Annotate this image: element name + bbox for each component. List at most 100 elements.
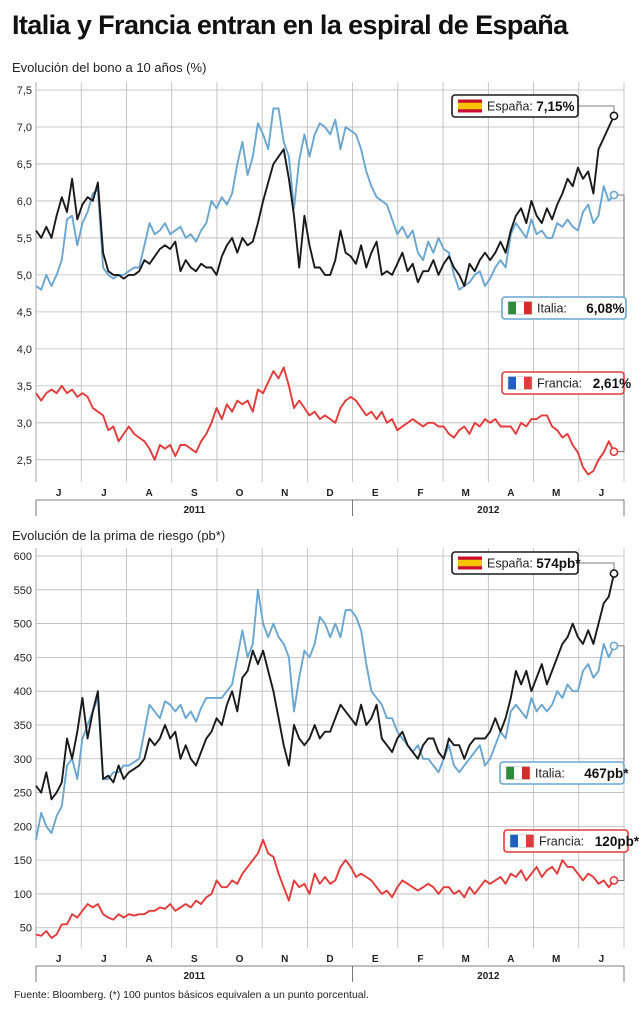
legend-box [499, 761, 625, 785]
month-tick-label: D [326, 954, 333, 965]
series-line-italy [35, 588, 615, 841]
month-tick-label: N [281, 954, 288, 965]
leader-line [578, 562, 615, 574]
month-tick-label: A [507, 954, 514, 965]
italy-flag-white [514, 766, 522, 780]
y-tick-label: 5,5 [17, 233, 32, 245]
month-tick-label: M [462, 488, 470, 499]
y-tick-label: 200 [14, 821, 32, 833]
y-tick-label: 4,5 [17, 307, 32, 319]
month-tick-label: F [417, 954, 423, 965]
italy-flag-border [507, 301, 533, 315]
month-tick-label: M [552, 954, 560, 965]
france-flag-icon [510, 834, 518, 848]
italy-flag-icon [508, 301, 516, 315]
legend-end-value: 574pb* [536, 556, 581, 571]
legend-box [501, 296, 627, 320]
legend-series-name: España: [487, 557, 533, 571]
legend-box [503, 829, 629, 853]
france-flag-white [518, 834, 526, 848]
y-tick-label: 4,0 [17, 344, 32, 356]
premium-chart-subtitle: Evolución de la prima de riesgo (pb*) [12, 528, 226, 543]
italy-flag-icon [506, 766, 514, 780]
legend-france: Francia: 2,61% [501, 371, 631, 453]
y-tick-label: 6,5 [17, 159, 32, 171]
series-line-france [35, 366, 615, 476]
year-label-2011: 2011 [183, 971, 205, 982]
y-tick-label: 150 [14, 855, 32, 867]
italy-flag-border [505, 766, 531, 780]
month-tick-label: M [462, 954, 470, 965]
y-tick-label: 5,0 [17, 270, 32, 282]
series-line-spain [35, 573, 615, 801]
y-tick-label: 400 [14, 686, 32, 698]
y-tick-label: 250 [14, 788, 32, 800]
month-tick-label: J [101, 954, 107, 965]
year-label-2011: 2011 [183, 505, 205, 516]
bond-chart-subtitle: Evolución del bono a 10 años (%) [12, 60, 207, 75]
endpoint-marker-france [609, 876, 619, 885]
endpoint-marker-france [609, 447, 619, 457]
legend-series-name: Francia: [539, 835, 584, 849]
month-tick-label: A [145, 488, 152, 499]
source-note: Fuente: Bloomberg. (*) 100 puntos básico… [14, 989, 369, 1001]
year-label-2012: 2012 [477, 971, 500, 982]
y-tick-label: 7,5 [17, 85, 32, 97]
y-tick-label: 600 [14, 551, 32, 563]
month-tick-label: A [145, 954, 152, 965]
month-tick-label: O [236, 488, 244, 499]
month-tick-label: J [56, 954, 62, 965]
endpoint-marker-italy [609, 641, 619, 651]
y-tick-label: 350 [14, 720, 32, 732]
month-tick-label: J [101, 488, 107, 499]
legend-italy: Italia: 6,08% [501, 194, 627, 320]
endpoint-marker-italy [609, 190, 619, 200]
italy-flag-white [516, 301, 524, 315]
month-tick-label: E [372, 488, 379, 499]
france-flag-red [526, 834, 534, 848]
series-line-france [35, 838, 615, 939]
y-tick-label: 300 [14, 754, 32, 766]
y-tick-label: 7,0 [17, 122, 32, 134]
france-flag-red [524, 376, 532, 390]
y-tick-label: 500 [14, 619, 32, 631]
month-tick-label: S [191, 954, 198, 965]
y-tick-label: 3,5 [17, 381, 32, 393]
month-tick-label: M [552, 488, 560, 499]
italy-flag-red [524, 301, 532, 315]
legend-spain: España: 574pb* [451, 551, 615, 575]
france-flag-white [516, 376, 524, 390]
month-tick-label: E [372, 954, 379, 965]
legend-italy: Italia: 467pb* [499, 645, 629, 785]
y-tick-label: 3,0 [17, 418, 32, 430]
month-tick-label: F [417, 488, 423, 499]
month-tick-label: O [236, 954, 244, 965]
month-tick-label: J [599, 954, 605, 965]
month-tick-label: S [191, 488, 198, 499]
legend-end-value: 7,15% [536, 99, 574, 114]
endpoint-marker-spain [609, 569, 619, 578]
series-line-spain [35, 115, 615, 287]
month-tick-label: A [507, 488, 514, 499]
spain-flag-band [458, 559, 482, 567]
year-label-2012: 2012 [477, 505, 500, 516]
legend-spain: España: 7,15% [451, 94, 615, 118]
italy-flag-red [522, 766, 530, 780]
spain-flag-band [458, 102, 482, 110]
y-tick-label: 6,0 [17, 196, 32, 208]
legend-box [451, 551, 579, 575]
bond-yield-chart: 7,5 7,0 6,5 6,0 5,5 5,0 4,5 4,0 3,5 3,0 2,5 J J A S O N D… [17, 82, 631, 516]
y-tick-label: 100 [14, 889, 32, 901]
month-tick-label: J [56, 488, 62, 499]
series-line-italy [35, 107, 615, 291]
y-tick-label: 2,5 [17, 455, 32, 467]
legend-series-name: Francia: [537, 377, 582, 391]
leader-line [614, 645, 625, 762]
legend-end-value: 2,61% [593, 376, 631, 391]
legend-series-name: Italia: [535, 767, 565, 781]
legend-france: Francia: 120pb* [503, 829, 640, 881]
france-flag-border [507, 376, 533, 390]
legend-end-value: 467pb* [584, 766, 629, 781]
legend-end-value: 120pb* [595, 834, 640, 849]
